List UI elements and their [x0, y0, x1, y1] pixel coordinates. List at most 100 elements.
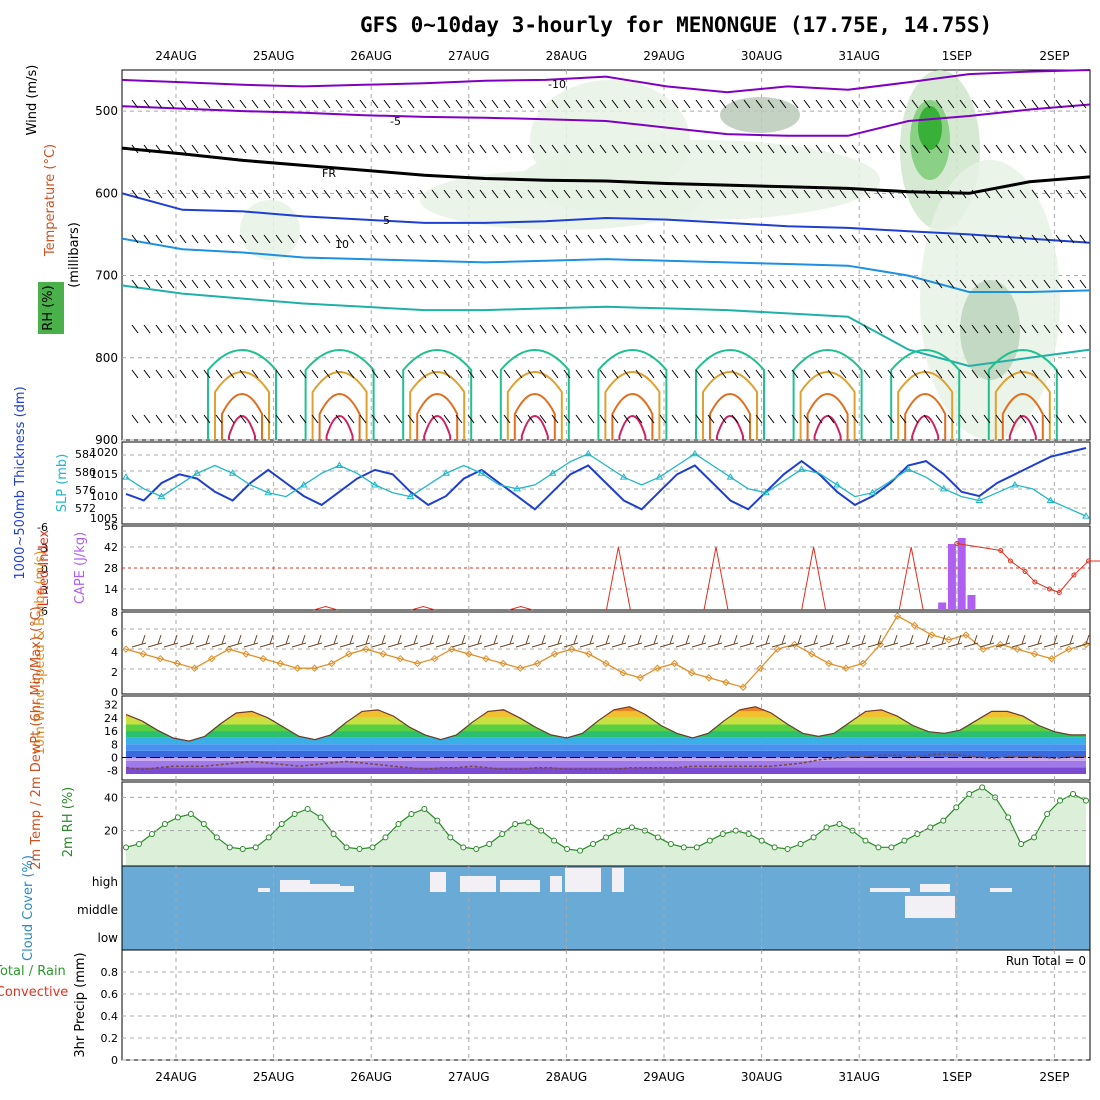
slp-marker — [122, 473, 130, 480]
lifted-line — [801, 546, 827, 611]
wind-barb — [407, 324, 415, 334]
wind-barb — [263, 234, 271, 244]
wind-barb — [493, 634, 498, 645]
wind-speed-marker — [396, 654, 404, 663]
lifted-line — [898, 546, 924, 611]
wind-barb — [779, 189, 787, 199]
wind-barb — [707, 369, 715, 379]
wind-barb — [1043, 189, 1051, 199]
contour-label: -5 — [390, 115, 401, 128]
isotherm-line — [121, 284, 1091, 368]
wind-barb — [455, 144, 463, 154]
wind-barb — [719, 324, 727, 334]
wind-barb — [503, 99, 511, 109]
rh-marker — [278, 821, 285, 827]
wind-barb — [359, 144, 367, 154]
wind-barb — [669, 634, 674, 645]
wind-barb — [743, 189, 751, 199]
wind-barb — [995, 369, 1003, 379]
thickness-line — [125, 447, 1087, 511]
wind-barb — [263, 279, 271, 289]
wind-barb — [479, 234, 487, 244]
wind-barb — [191, 234, 199, 244]
wind-barb — [227, 324, 235, 334]
wind-barb — [431, 414, 439, 424]
rh-marker — [771, 844, 778, 851]
wind-barb — [339, 642, 355, 648]
wind-barb — [731, 99, 739, 109]
wind-barb — [635, 279, 643, 289]
wind-tick-label: 2 — [111, 666, 118, 679]
wind-speed-marker — [670, 659, 679, 668]
wind-barb — [347, 144, 355, 154]
wind-barb — [803, 279, 811, 289]
wind-barb — [755, 642, 771, 648]
wind-barb — [483, 642, 499, 648]
wind-barb — [635, 144, 643, 154]
wind-barb — [719, 144, 727, 154]
wind-barb — [215, 414, 223, 424]
wind-barb — [863, 279, 871, 289]
wind-barb — [635, 189, 643, 199]
wind-barb — [947, 369, 955, 379]
wind-barb — [1011, 642, 1027, 648]
wind-barb — [307, 642, 323, 648]
wind-barb — [1019, 99, 1027, 109]
rh-shading — [240, 200, 300, 260]
wind-barb — [627, 642, 643, 648]
wind-barb — [979, 642, 995, 648]
wind-barb — [461, 634, 466, 645]
wind-barb — [611, 279, 619, 289]
wind-speed-marker — [1013, 645, 1022, 653]
slp-marker — [1082, 512, 1090, 519]
wind-barb — [551, 414, 559, 424]
wind-barb — [1031, 99, 1039, 109]
wind-barb — [1067, 324, 1075, 334]
axis-label: Wind (m/s) — [25, 65, 40, 136]
rh-marker — [564, 846, 571, 852]
warm-contour — [304, 349, 375, 440]
wind-barb — [883, 642, 899, 648]
slp-marker — [726, 473, 735, 480]
warm-contour — [890, 349, 961, 440]
wind-barb — [419, 234, 427, 244]
wind-barb — [215, 144, 223, 154]
lifted-tick-label: -6 — [37, 521, 48, 534]
wind-barb — [851, 324, 859, 334]
wind-barb — [263, 99, 271, 109]
wind-barb — [731, 279, 739, 289]
wind-barb — [971, 234, 979, 244]
wind-barb — [575, 234, 583, 244]
rh-tick-label: 40 — [104, 791, 118, 804]
wind-barb — [743, 324, 751, 334]
bottom-date-label: 2SEP — [1039, 1070, 1069, 1084]
wind-barb — [911, 234, 919, 244]
wind-barb — [419, 144, 427, 154]
wind-barb — [527, 234, 535, 244]
warm-contour — [792, 349, 863, 440]
wind-speed-marker — [465, 650, 473, 658]
warm-contour — [799, 371, 856, 440]
wind-barb — [131, 642, 147, 648]
rh-marker — [810, 834, 817, 841]
bottom-date-axis: 24AUG 25AUG 26AUG 27AUG 28AUG 29AUG 30AUG 31AUG… — [155, 1070, 1069, 1084]
wind-barb — [227, 189, 235, 199]
wind-barb — [599, 144, 607, 154]
wind-barb — [311, 99, 319, 109]
wind-barb — [479, 369, 487, 379]
slp-marker — [513, 484, 521, 492]
wind-barb — [191, 144, 199, 154]
rh-marker — [161, 821, 168, 827]
wind-barb — [863, 414, 871, 424]
wind-barb — [563, 234, 571, 244]
wind-barb — [803, 144, 811, 154]
slp-marker — [193, 469, 201, 476]
wind-barb — [431, 324, 439, 334]
wind-speed-marker — [636, 674, 644, 682]
wind-barb — [731, 324, 739, 334]
wind-barb — [239, 144, 247, 154]
wind-barb — [635, 234, 643, 244]
axis-label: 2m Temp / 2m DewPt (6hr Min/Max) (°C) — [29, 606, 44, 869]
